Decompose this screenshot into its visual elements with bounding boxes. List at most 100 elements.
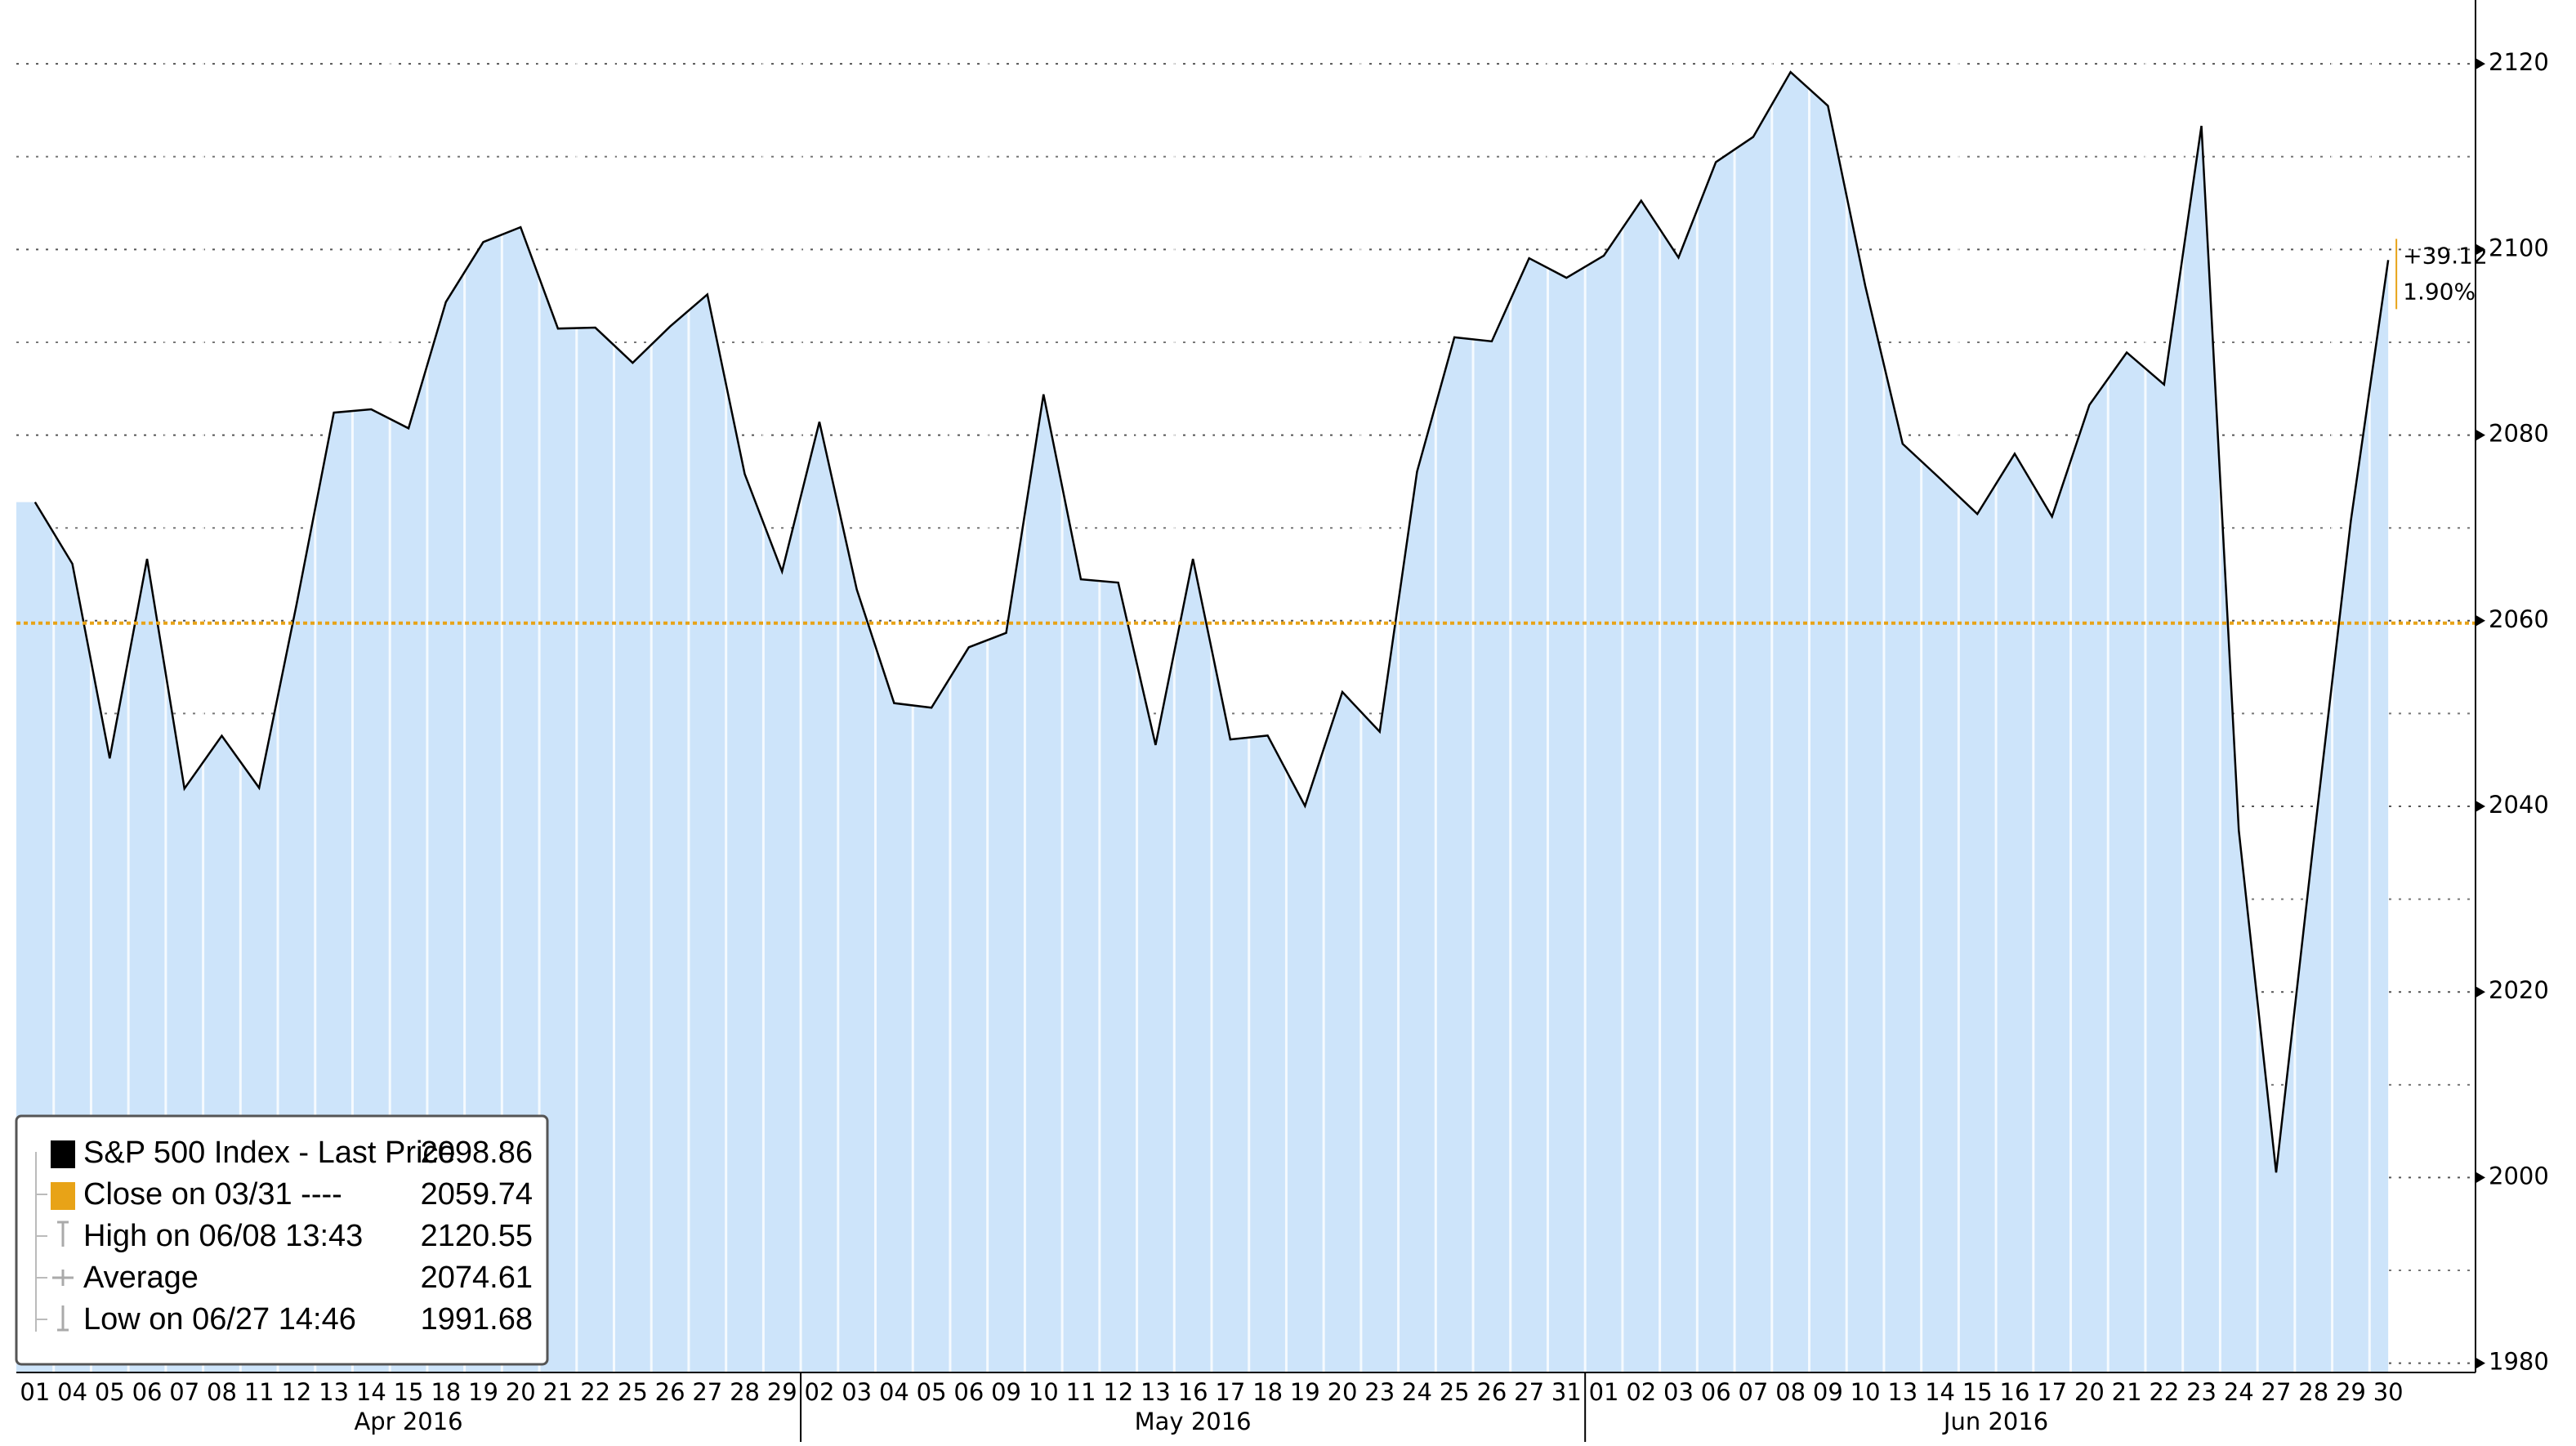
x-tick-label: 05	[95, 1378, 125, 1406]
x-tick-label: 29	[767, 1378, 797, 1406]
x-tick-label: 10	[1851, 1378, 1881, 1406]
legend-value: 1991.68	[421, 1302, 533, 1337]
legend-label: Close on 03/31 ----	[83, 1177, 342, 1212]
x-tick-label: 20	[2074, 1378, 2105, 1406]
x-tick-label: 30	[2373, 1378, 2404, 1406]
y-tick-label: 2060	[2489, 605, 2549, 633]
x-tick-label: 11	[244, 1378, 275, 1406]
x-tick-label: 15	[1962, 1378, 1993, 1406]
y-tick-label: 2020	[2489, 976, 2549, 1004]
legend-value: 2059.74	[421, 1177, 533, 1212]
price-line	[33, 70, 2390, 1173]
month-label: Jun 2016	[1942, 1408, 2048, 1435]
x-tick-label: 09	[1813, 1378, 1843, 1406]
x-tick-label: 24	[2224, 1378, 2254, 1406]
y-tick	[2476, 429, 2485, 441]
plot-area: +39.121.90%19802000202020402060208021002…	[16, 0, 2549, 1442]
x-tick-label: 25	[1440, 1378, 1470, 1406]
x-tick-label: 24	[1402, 1378, 1432, 1406]
x-tick-label: 07	[169, 1378, 199, 1406]
legend-swatch	[51, 1140, 75, 1168]
x-tick-label: 16	[1178, 1378, 1208, 1406]
x-tick-label: 17	[1215, 1378, 1245, 1406]
x-tick-label: 13	[1141, 1378, 1171, 1406]
x-tick-label: 22	[2149, 1378, 2179, 1406]
x-tick-label: 21	[2112, 1378, 2142, 1406]
x-tick-label: 06	[953, 1378, 984, 1406]
x-tick-label: 23	[1364, 1378, 1395, 1406]
legend-box	[15, 1114, 549, 1366]
x-tick-label: 06	[1701, 1378, 1731, 1406]
legend-value: 2120.55	[421, 1219, 533, 1253]
x-tick-label: 31	[1551, 1378, 1582, 1406]
annotation: 1.90%	[2403, 278, 2476, 305]
legend: S&P 500 Index - Last Price 2098.86 Close…	[15, 1114, 549, 1366]
x-tick-label: 07	[1738, 1378, 1768, 1406]
x-tick-label: 03	[842, 1378, 872, 1406]
x-tick-label: 26	[655, 1378, 685, 1406]
y-tick-label: 2000	[2489, 1162, 2549, 1189]
x-tick-label: 11	[1066, 1378, 1096, 1406]
y-tick	[2476, 986, 2485, 998]
legend-value: 2098.86	[421, 1136, 533, 1170]
y-tick-label: 2080	[2489, 420, 2549, 448]
x-tick-label: 18	[431, 1378, 461, 1406]
x-tick-label: 12	[281, 1378, 311, 1406]
x-tick-label: 20	[506, 1378, 536, 1406]
x-tick-label: 04	[57, 1378, 87, 1406]
x-tick-label: 21	[542, 1378, 573, 1406]
x-tick-label: 27	[2261, 1378, 2292, 1406]
legend-label: Low on 06/27 14:46	[83, 1302, 356, 1337]
x-tick-label: 05	[917, 1378, 947, 1406]
y-tick-label: 2100	[2489, 234, 2549, 261]
legend-label: Average	[83, 1261, 199, 1295]
x-tick-label: 19	[1290, 1378, 1320, 1406]
x-tick-label: 27	[692, 1378, 722, 1406]
legend-label: S&P 500 Index - Last Price	[83, 1136, 456, 1170]
x-tick-label: 19	[468, 1378, 498, 1406]
legend-swatch	[51, 1182, 75, 1210]
x-tick-label: 04	[879, 1378, 909, 1406]
x-tick-label: 10	[1029, 1378, 1059, 1406]
y-tick-label: 1980	[2489, 1348, 2549, 1376]
x-tick-label: 12	[1103, 1378, 1133, 1406]
x-tick-label: 29	[2336, 1378, 2366, 1406]
legend-label: High on 06/08 13:43	[83, 1219, 363, 1253]
legend-tree	[35, 1152, 47, 1332]
x-tick-label: 08	[207, 1378, 237, 1406]
y-tick	[2476, 1172, 2485, 1184]
x-tick-label: 09	[991, 1378, 1021, 1406]
x-tick-label: 16	[2000, 1378, 2030, 1406]
x-tick-label: 15	[394, 1378, 424, 1406]
x-tick-label: 13	[319, 1378, 349, 1406]
month-label: Apr 2016	[354, 1408, 462, 1435]
x-tick-label: 17	[2037, 1378, 2067, 1406]
y-tick	[2476, 243, 2485, 256]
x-tick-label: 01	[1589, 1378, 1619, 1406]
area	[16, 72, 2389, 1373]
x-tick-label: 25	[618, 1378, 648, 1406]
y-tick	[2476, 58, 2485, 70]
legend-icons	[52, 1221, 74, 1332]
x-tick-label: 02	[1626, 1378, 1656, 1406]
x-tick-label: 26	[1476, 1378, 1507, 1406]
y-tick	[2476, 614, 2485, 627]
x-tick-label: 02	[805, 1378, 835, 1406]
x-tick-label: 08	[1775, 1378, 1806, 1406]
x-tick-label: 18	[1252, 1378, 1283, 1406]
x-tick-label: 23	[2186, 1378, 2217, 1406]
x-tick-label: 27	[1514, 1378, 1544, 1406]
x-tick-label: 14	[356, 1378, 386, 1406]
x-tick-label: 28	[730, 1378, 760, 1406]
x-tick-label: 06	[132, 1378, 163, 1406]
y-tick	[2476, 1357, 2485, 1369]
month-label: May 2016	[1135, 1408, 1252, 1435]
x-tick-label: 28	[2298, 1378, 2328, 1406]
x-tick-label: 20	[1328, 1378, 1358, 1406]
y-tick	[2476, 801, 2485, 813]
x-tick-label: 03	[1663, 1378, 1694, 1406]
y-tick-label: 2040	[2489, 791, 2549, 819]
x-tick-label: 22	[580, 1378, 610, 1406]
x-tick-label: 01	[20, 1378, 50, 1406]
legend-value: 2074.61	[421, 1261, 533, 1295]
